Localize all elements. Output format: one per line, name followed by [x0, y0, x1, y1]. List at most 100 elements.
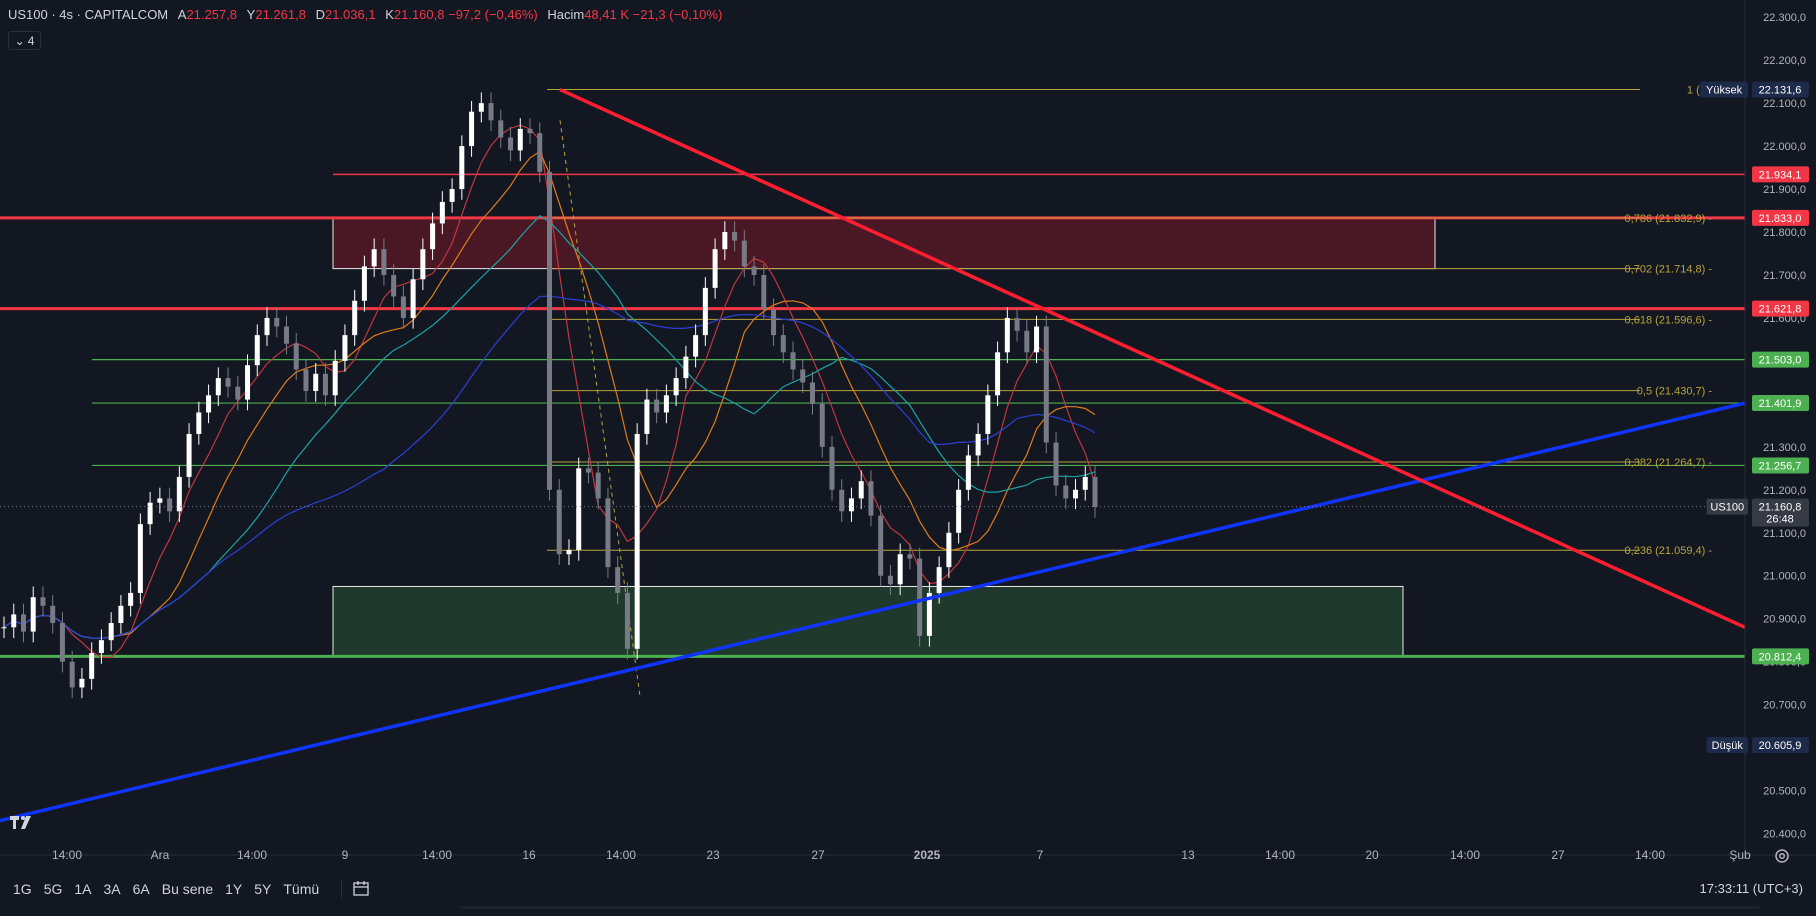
candle-body[interactable] — [50, 605, 56, 623]
price-label-tag[interactable] — [1752, 81, 1809, 98]
price-label-tag[interactable] — [1752, 395, 1809, 412]
candle-body[interactable] — [157, 498, 163, 503]
candle-body[interactable] — [517, 128, 523, 151]
candle-body[interactable] — [40, 597, 46, 606]
candle-body[interactable] — [342, 335, 348, 361]
candle-body[interactable] — [1082, 476, 1088, 490]
candle-body[interactable] — [371, 249, 377, 267]
candle-body[interactable] — [293, 343, 299, 370]
candle-body[interactable] — [215, 378, 221, 396]
candle-body[interactable] — [615, 567, 621, 593]
candle-body[interactable] — [839, 489, 845, 512]
candle-body[interactable] — [810, 382, 816, 404]
fib-trend-line[interactable] — [559, 120, 641, 697]
candle-body[interactable] — [1014, 317, 1020, 331]
price-label-tag[interactable] — [1752, 498, 1809, 527]
candle-body[interactable] — [459, 146, 465, 190]
candle-body[interactable] — [478, 103, 484, 112]
candle-body[interactable] — [420, 249, 426, 280]
candle-body[interactable] — [732, 232, 738, 241]
candle-body[interactable] — [751, 266, 757, 275]
candle-body[interactable] — [1043, 326, 1049, 443]
candle-body[interactable] — [225, 378, 231, 387]
candle-body[interactable] — [1053, 442, 1059, 486]
candle-body[interactable] — [20, 614, 26, 632]
price-label-tag[interactable] — [1752, 209, 1809, 226]
candle-body[interactable] — [98, 640, 104, 654]
timeframe-ytd-button[interactable]: Bu sene — [161, 881, 214, 897]
candle-body[interactable] — [118, 605, 124, 623]
candle-body[interactable] — [176, 476, 182, 512]
price-label-tag[interactable] — [1752, 300, 1809, 317]
candle-body[interactable] — [69, 661, 75, 688]
descending-trendline[interactable] — [559, 87, 1746, 629]
candle-body[interactable] — [566, 549, 572, 555]
candle-body[interactable] — [897, 554, 903, 585]
candle-body[interactable] — [975, 433, 981, 456]
candle-body[interactable] — [1092, 476, 1098, 507]
candle-body[interactable] — [800, 369, 806, 383]
candle-body[interactable] — [1, 627, 7, 629]
timeframe-1y-button[interactable]: 1Y — [225, 881, 243, 897]
candle-body[interactable] — [576, 468, 582, 550]
timeframe-5d-button[interactable]: 5G — [43, 881, 63, 897]
candle-body[interactable] — [11, 614, 17, 628]
candle-body[interactable] — [702, 287, 708, 336]
candle-body[interactable] — [391, 274, 397, 297]
candle-body[interactable] — [741, 240, 747, 267]
candle-body[interactable] — [985, 395, 991, 434]
candle-body[interactable] — [917, 558, 923, 636]
candle-body[interactable] — [683, 356, 689, 379]
price-label-tag[interactable] — [1752, 166, 1809, 183]
candle-body[interactable] — [59, 622, 65, 662]
candle-body[interactable] — [1024, 330, 1030, 353]
candle-body[interactable] — [654, 399, 660, 413]
candle-body[interactable] — [196, 412, 202, 434]
candle-body[interactable] — [693, 335, 699, 357]
candle-body[interactable] — [167, 498, 173, 512]
candle-body[interactable] — [936, 567, 942, 593]
candle-body[interactable] — [624, 592, 630, 649]
calendar-range-icon[interactable] — [341, 880, 370, 898]
candle-body[interactable] — [790, 352, 796, 370]
price-label-tag[interactable] — [1700, 81, 1748, 98]
candle-body[interactable] — [722, 232, 728, 250]
candle-body[interactable] — [322, 373, 328, 396]
candle-body[interactable] — [644, 399, 650, 434]
candle-body[interactable] — [829, 446, 835, 490]
candle-body[interactable] — [868, 481, 874, 516]
candle-body[interactable] — [595, 472, 601, 499]
candle-body[interactable] — [283, 326, 289, 344]
candle-body[interactable] — [352, 300, 358, 336]
candle-body[interactable] — [498, 120, 504, 138]
candle-body[interactable] — [439, 201, 445, 224]
candle-body[interactable] — [537, 133, 543, 172]
timeframe-all-button[interactable]: Tümü — [283, 881, 320, 897]
settings-gear-icon[interactable] — [1773, 847, 1791, 865]
price-label-tag[interactable] — [1752, 648, 1809, 665]
candle-body[interactable] — [585, 468, 591, 473]
timeframe-3m-button[interactable]: 3A — [103, 881, 121, 897]
candle-body[interactable] — [1004, 317, 1010, 353]
clock-timezone[interactable]: 17:33:11 (UTC+3) — [1699, 881, 1803, 896]
candle-body[interactable] — [771, 309, 777, 336]
price-label-tag[interactable] — [1706, 498, 1749, 515]
candle-body[interactable] — [313, 373, 319, 391]
candle-body[interactable] — [887, 575, 893, 585]
candle-body[interactable] — [556, 489, 562, 555]
candle-body[interactable] — [926, 592, 932, 636]
candle-body[interactable] — [488, 103, 494, 121]
timeframe-1m-button[interactable]: 1A — [74, 881, 92, 897]
candle-body[interactable] — [128, 592, 134, 606]
symbol-title[interactable]: US100 · 4s · CAPITALCOM — [8, 7, 169, 22]
candle-body[interactable] — [508, 137, 514, 151]
candle-body[interactable] — [381, 249, 387, 275]
price-label-tag[interactable] — [1752, 351, 1809, 368]
timeframe-1d-button[interactable]: 1G — [13, 881, 32, 897]
candle-body[interactable] — [410, 279, 416, 318]
candle-body[interactable] — [108, 622, 114, 641]
candle-body[interactable] — [819, 403, 825, 447]
candle-body[interactable] — [1063, 485, 1069, 499]
